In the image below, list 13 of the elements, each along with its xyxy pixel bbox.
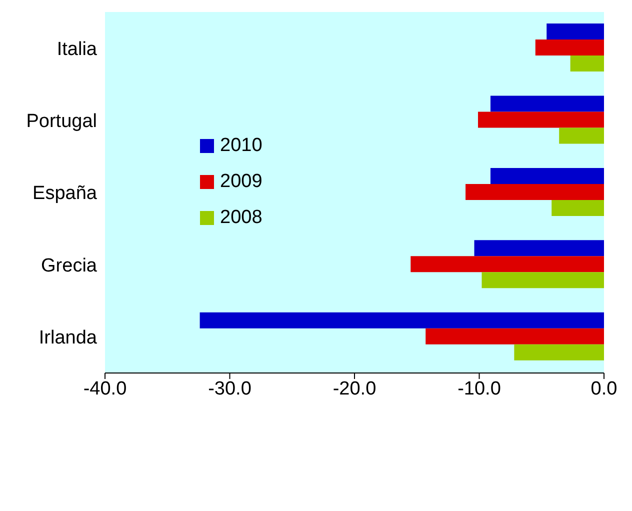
- y-tick-label: Grecia: [41, 255, 98, 276]
- y-tick-label: Irlanda: [38, 328, 98, 349]
- y-tick-label: Italia: [56, 38, 98, 60]
- x-tick-label: -10.0: [458, 378, 501, 400]
- legend-label: 2008: [220, 207, 262, 229]
- x-tick-label: -30.0: [208, 378, 252, 400]
- y-tick-label: España: [32, 183, 98, 204]
- legend-label: 2009: [220, 171, 262, 193]
- x-tick-label: 0.0: [590, 378, 618, 400]
- y-tick-label: Portugal: [26, 111, 97, 132]
- x-tick-label: -20.0: [332, 378, 376, 400]
- legend-label: 2010: [220, 135, 262, 157]
- x-tick-label: -40.0: [83, 378, 127, 400]
